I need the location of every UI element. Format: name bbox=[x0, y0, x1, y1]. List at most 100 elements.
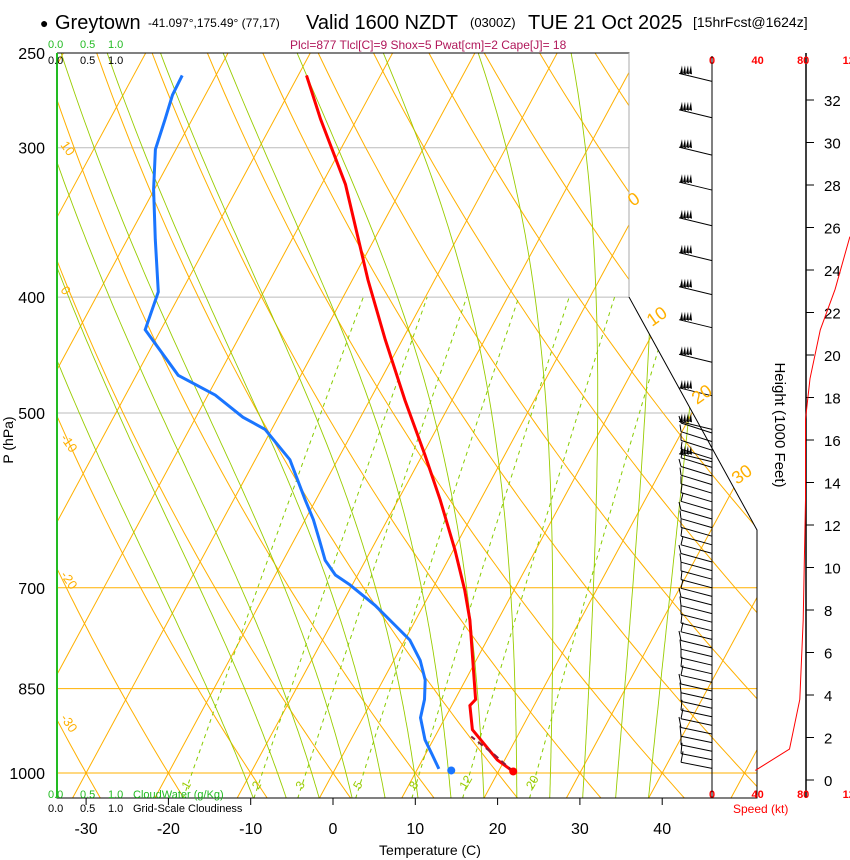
isotherm bbox=[57, 53, 240, 798]
barb-feather bbox=[679, 510, 682, 519]
barb-flag bbox=[686, 278, 689, 288]
dry-adiabat bbox=[57, 53, 185, 798]
dry-adiabat bbox=[253, 53, 757, 798]
cloud-tick: 1.0 bbox=[108, 39, 123, 51]
barb-shaft bbox=[680, 761, 713, 769]
speed-axis-title: Speed (kt) bbox=[733, 802, 788, 816]
barb-flag bbox=[683, 311, 686, 321]
barb-shaft bbox=[680, 553, 713, 563]
isotherm bbox=[565, 53, 757, 798]
cloud-tick: 0.5 bbox=[80, 789, 95, 801]
x-tick-label: 10 bbox=[406, 821, 424, 838]
wind-barb bbox=[680, 536, 713, 554]
barb-flag bbox=[680, 65, 683, 75]
barb-feather bbox=[679, 424, 682, 432]
isotherm bbox=[236, 53, 652, 798]
barb-feather bbox=[680, 570, 683, 580]
mixing-ratio-line bbox=[529, 296, 675, 798]
barb-flag bbox=[683, 65, 686, 75]
barb-shaft bbox=[678, 109, 713, 119]
barb-feather bbox=[679, 596, 682, 606]
dry-adiabat bbox=[0, 32, 17, 799]
wind-barb bbox=[680, 562, 713, 580]
wind-barb bbox=[680, 441, 713, 460]
x-tick-label: -30 bbox=[75, 821, 98, 838]
wind-barb bbox=[679, 682, 713, 701]
height-tick-label: 8 bbox=[824, 603, 832, 620]
dry-adiabat bbox=[471, 53, 757, 798]
barb-shaft bbox=[680, 483, 713, 494]
barb-flag bbox=[683, 209, 686, 219]
wind-barb bbox=[678, 244, 713, 262]
profiles bbox=[143, 74, 515, 773]
barb-flag bbox=[689, 244, 692, 254]
wind-barb bbox=[678, 311, 713, 329]
height-tick-label: 14 bbox=[824, 476, 841, 493]
barb-feather bbox=[678, 415, 682, 424]
forecast-info: [15hrFcst@1624z] bbox=[693, 14, 808, 30]
barb-flag bbox=[686, 101, 689, 111]
dry-adiabat bbox=[88, 53, 519, 798]
wind-barb bbox=[680, 751, 713, 769]
speed-tick-label: 12 bbox=[843, 55, 850, 67]
barb-shaft bbox=[678, 387, 713, 397]
height-tick-label: 2 bbox=[824, 731, 832, 748]
barb-feather bbox=[678, 587, 682, 598]
isotherm bbox=[154, 53, 570, 798]
wind-barb bbox=[678, 174, 713, 191]
barb-flag bbox=[686, 445, 689, 455]
barb-shaft bbox=[680, 431, 713, 443]
barb-shaft bbox=[680, 422, 713, 434]
barb-shaft bbox=[678, 252, 713, 262]
barb-feather bbox=[679, 553, 682, 563]
barb-shaft bbox=[680, 535, 713, 546]
barb-shaft bbox=[680, 579, 713, 589]
wind-barb bbox=[679, 553, 713, 572]
barb-feather bbox=[678, 630, 682, 641]
x-tick-label: 20 bbox=[489, 821, 507, 838]
wind-barb bbox=[678, 544, 713, 563]
cloudiness-tick: 0.0 bbox=[48, 803, 63, 815]
dry-adiabat bbox=[417, 53, 757, 798]
isotherm bbox=[57, 53, 323, 798]
cloud-tick: 0.0 bbox=[48, 39, 63, 51]
barb-flag bbox=[686, 139, 689, 149]
height-tick-label: 16 bbox=[824, 433, 841, 450]
surface-temperature-marker bbox=[509, 767, 518, 776]
speed-tick-label: 40 bbox=[751, 789, 763, 801]
moist-adiabat bbox=[57, 53, 320, 798]
barb-shaft bbox=[680, 683, 713, 692]
height-tick-label: 32 bbox=[824, 93, 841, 110]
barb-flag bbox=[689, 101, 692, 111]
wind-barb bbox=[680, 613, 713, 632]
barb-shaft bbox=[680, 648, 713, 658]
wind-barb bbox=[679, 510, 713, 529]
barb-feather bbox=[679, 682, 682, 693]
pressure-tick-label: 850 bbox=[18, 682, 45, 699]
isotherm bbox=[483, 53, 757, 798]
barb-feather bbox=[680, 742, 683, 754]
barb-shaft bbox=[680, 727, 713, 735]
wind-barb bbox=[678, 379, 713, 397]
mixing-ratio-label: 20 bbox=[523, 773, 542, 792]
height-tick-label: 12 bbox=[824, 518, 841, 535]
barb-flag bbox=[683, 413, 686, 423]
barb-flag bbox=[683, 244, 686, 254]
wind-barb bbox=[678, 65, 713, 82]
barb-flag bbox=[680, 244, 683, 254]
moist-adiabat bbox=[152, 53, 419, 798]
moist-adiabat bbox=[566, 53, 599, 798]
wind-barb bbox=[680, 622, 713, 640]
barb-shaft bbox=[680, 561, 713, 572]
barb-shaft bbox=[680, 448, 713, 460]
x-tick-label: 0 bbox=[329, 821, 338, 838]
barb-flag bbox=[689, 311, 692, 321]
mixing-ratio-line bbox=[355, 296, 520, 798]
surface-dewpoint-marker bbox=[447, 766, 456, 775]
barb-flag bbox=[683, 379, 686, 389]
dry-adiabat bbox=[307, 53, 757, 798]
barb-shaft bbox=[680, 439, 713, 451]
dry-adiabat bbox=[57, 53, 268, 798]
moist-adiabat bbox=[99, 53, 386, 798]
wind-barb bbox=[680, 605, 713, 623]
